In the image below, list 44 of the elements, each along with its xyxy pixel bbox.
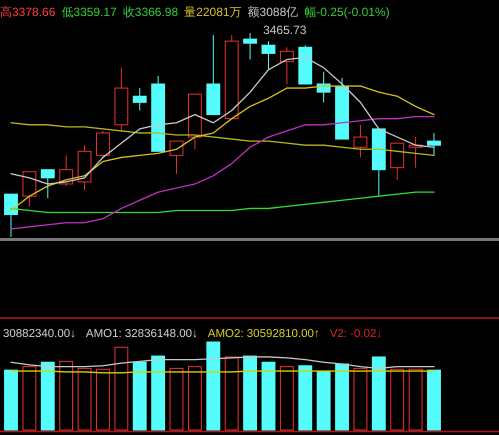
bar: [22, 366, 36, 430]
bar: [188, 366, 202, 430]
bar: [170, 368, 184, 430]
bar: [298, 365, 312, 430]
text: 收3366.98: [122, 5, 178, 19]
candlestick: [354, 124, 368, 158]
bar: [262, 362, 276, 430]
bar: [427, 370, 441, 430]
text: AMO2: 30592810.00↑: [208, 328, 320, 340]
text: 高3378.66: [0, 5, 56, 19]
candlestick: [170, 140, 184, 174]
bar: [78, 368, 92, 430]
candlestick: [132, 88, 147, 112]
bar: [243, 356, 258, 430]
text: 额3088亿: [248, 5, 298, 19]
bar: [390, 368, 404, 430]
annotation: 3465.73: [263, 23, 307, 37]
bar: [4, 370, 18, 430]
bar: [354, 368, 368, 430]
candlestick: [40, 169, 55, 199]
bar: [224, 356, 239, 430]
candlestick: [427, 132, 441, 156]
text: AMO1: 32836148.00↓: [86, 328, 198, 340]
candlestick: [262, 40, 276, 70]
text: 30882340.00↓: [3, 328, 76, 340]
bar: [335, 364, 349, 430]
bar: [408, 368, 423, 430]
bar: [40, 362, 55, 430]
candlestick: [243, 32, 258, 60]
text: V2: -0.02↓: [330, 328, 382, 340]
bar: [59, 360, 74, 430]
bar: [132, 362, 147, 430]
bar: [316, 371, 331, 430]
bar: [114, 346, 128, 430]
candlestick: [96, 130, 110, 158]
bar: [372, 356, 386, 430]
text: 量22081万: [184, 5, 242, 19]
text: 幅-0.25(-0.01%): [304, 5, 390, 19]
bar: [280, 366, 294, 430]
bar: [151, 356, 166, 430]
bar: [206, 342, 220, 430]
bar: [96, 368, 110, 430]
candlestick: [4, 194, 18, 238]
text: 低3359.17: [61, 5, 118, 19]
